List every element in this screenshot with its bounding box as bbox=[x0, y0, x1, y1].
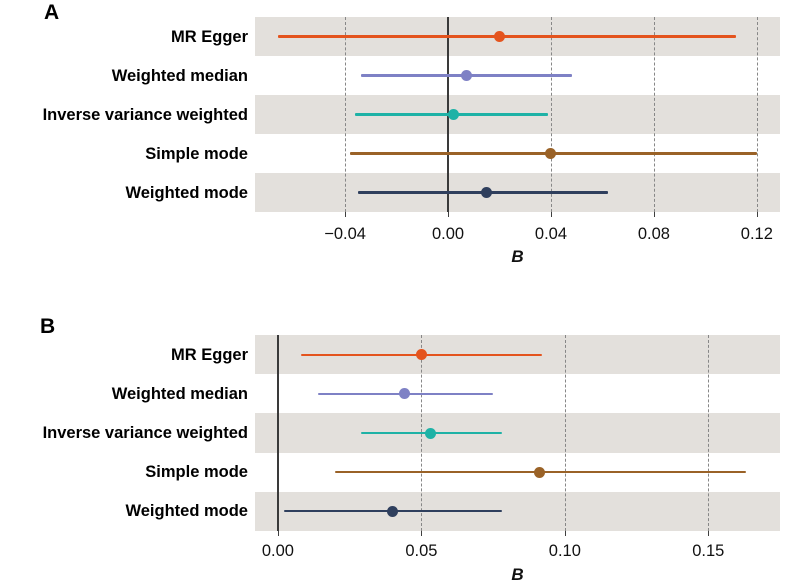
dashed-gridline bbox=[550, 17, 552, 212]
method-label: Weighted mode bbox=[125, 183, 248, 202]
method-label: Simple mode bbox=[145, 463, 248, 482]
confidence-interval-line bbox=[278, 35, 737, 38]
point-estimate bbox=[460, 70, 472, 81]
method-label: Inverse variance weighted bbox=[42, 424, 248, 442]
dashed-gridline bbox=[345, 17, 347, 212]
method-label: Simple mode bbox=[145, 144, 248, 163]
x-tick-label: 0.15 bbox=[692, 542, 725, 560]
x-tick-label: 0.05 bbox=[405, 542, 438, 560]
point-estimate bbox=[533, 466, 545, 478]
method-label: Weighted mode bbox=[125, 502, 248, 521]
x-tick-label: 0.04 bbox=[534, 225, 568, 243]
dashed-gridline bbox=[708, 335, 710, 531]
x-axis-title: B bbox=[511, 565, 524, 584]
x-tick-label: 0.00 bbox=[261, 542, 294, 560]
axis-tick bbox=[421, 531, 423, 536]
dashed-gridline bbox=[756, 17, 758, 212]
dashed-gridline bbox=[564, 335, 566, 531]
point-estimate bbox=[447, 109, 459, 120]
axis-tick bbox=[708, 531, 710, 536]
method-label: Inverse variance weighted bbox=[42, 105, 248, 124]
method-label: Weighted median bbox=[111, 384, 248, 403]
axis-tick bbox=[564, 531, 566, 536]
axis-tick bbox=[448, 212, 449, 217]
point-estimate bbox=[424, 427, 436, 439]
point-estimate bbox=[398, 388, 410, 400]
axis-tick bbox=[756, 212, 758, 217]
method-label: MR Egger bbox=[170, 345, 248, 364]
x-tick-label: 0.08 bbox=[637, 225, 670, 243]
axis-tick bbox=[550, 212, 552, 217]
point-estimate bbox=[545, 148, 557, 159]
x-tick-label: 0.12 bbox=[740, 225, 773, 243]
axis-tick bbox=[653, 212, 655, 217]
method-label: MR Egger bbox=[170, 27, 248, 46]
x-tick-label: −0.04 bbox=[324, 225, 366, 243]
x-tick-label: 0.00 bbox=[431, 225, 465, 243]
x-tick-label: 0.10 bbox=[548, 542, 581, 560]
x-axis-title: B bbox=[511, 247, 524, 266]
axis-tick bbox=[345, 212, 347, 217]
dashed-gridline bbox=[653, 17, 655, 212]
row-stripe bbox=[255, 413, 780, 453]
point-estimate bbox=[493, 31, 505, 42]
method-label: Weighted median bbox=[111, 66, 248, 85]
panel-letter: B bbox=[40, 315, 56, 338]
zero-reference-line bbox=[276, 335, 279, 531]
point-estimate bbox=[387, 505, 399, 517]
point-estimate bbox=[415, 349, 427, 361]
axis-tick bbox=[277, 531, 279, 536]
panel-letter: A bbox=[44, 1, 60, 24]
point-estimate bbox=[481, 187, 493, 198]
